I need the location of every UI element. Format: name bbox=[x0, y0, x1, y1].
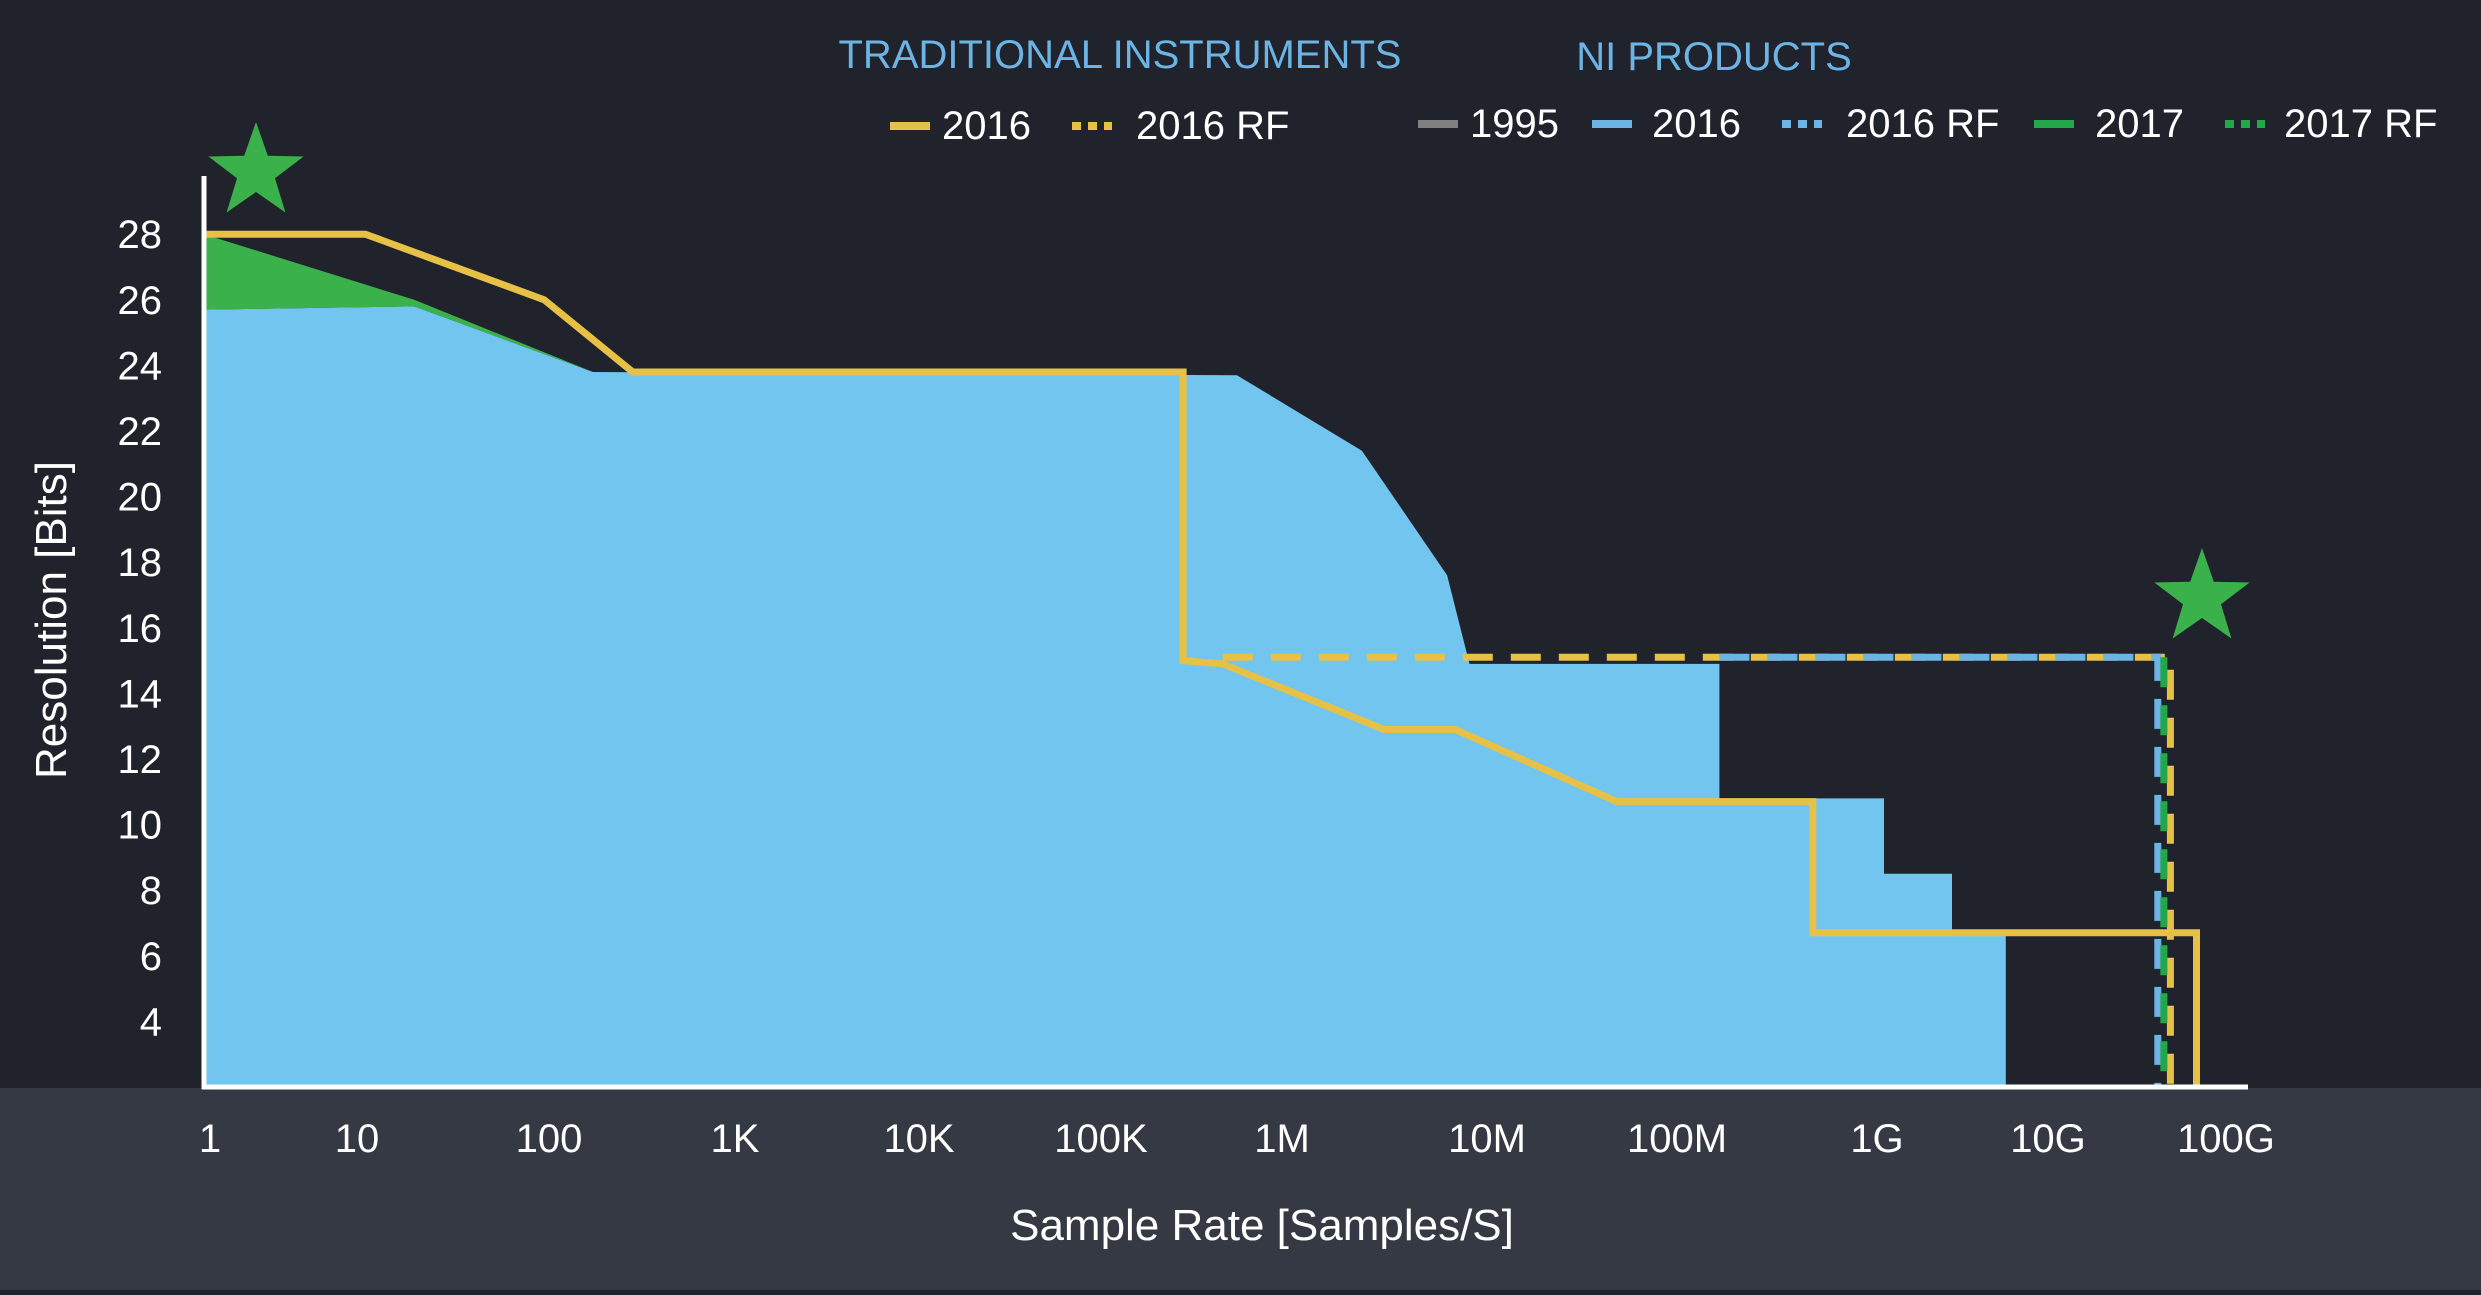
x-tick-label: 10 bbox=[335, 1117, 380, 1161]
y-tick-label: 4 bbox=[140, 1000, 162, 1044]
axes-group bbox=[201, 176, 2248, 1090]
x-tick-label: 10M bbox=[1448, 1117, 1526, 1161]
y-tick-label: 28 bbox=[118, 213, 163, 257]
legend-label-traditional-2016: 2016 bbox=[942, 104, 1031, 148]
x-tick-label: 1G bbox=[1850, 1117, 1903, 1161]
y-tick-label: 6 bbox=[140, 935, 162, 979]
x-tick-label: 1 bbox=[199, 1117, 221, 1161]
series-ni-2017-area bbox=[204, 234, 593, 372]
legend-label-ni-2017-rf: 2017 RF bbox=[2284, 102, 2437, 146]
legend-label-ni-2016-rf: 2016 RF bbox=[1846, 102, 1999, 146]
y-tick-label: 10 bbox=[118, 804, 163, 848]
tick-labels-group: 1 10 100 1K 10K 100K 1M 10M 100M 1G 10G 100G 4 6 8 10 12… bbox=[118, 213, 2275, 1161]
legend-label-ni-2016: 2016 bbox=[1652, 102, 1741, 146]
series-trad-2016-line bbox=[204, 230, 2200, 1087]
area-series-group bbox=[204, 234, 2006, 1087]
x-tick-label: 100M bbox=[1627, 1117, 1727, 1161]
line-series-group bbox=[204, 230, 2200, 1087]
star-icon-high-rate bbox=[2154, 548, 2250, 639]
x-axis-band bbox=[0, 1088, 2481, 1290]
legend-label-ni-2017: 2017 bbox=[2095, 102, 2184, 146]
legend-heading-ni: NI PRODUCTS bbox=[1576, 35, 1852, 79]
x-tick-label: 100 bbox=[516, 1117, 583, 1161]
star-annotations-group bbox=[208, 122, 2250, 639]
x-tick-label: 100K bbox=[1054, 1117, 1148, 1161]
x-tick-label: 10G bbox=[2010, 1117, 2086, 1161]
y-tick-label: 8 bbox=[140, 869, 162, 913]
y-tick-label: 26 bbox=[118, 279, 163, 323]
y-tick-label: 16 bbox=[118, 607, 163, 651]
series-ni-2016-area bbox=[204, 306, 2006, 1087]
series-ni-2016-rf-line bbox=[1719, 653, 2162, 1087]
legend-label-ni-1995: 1995 bbox=[1470, 102, 1559, 146]
y-tick-label: 22 bbox=[118, 410, 163, 454]
x-tick-label: 1K bbox=[711, 1117, 760, 1161]
series-trad-2016-rf-line bbox=[1222, 653, 2174, 1087]
y-axis-label: Resolution [Bits] bbox=[27, 461, 76, 779]
x-tick-label: 10K bbox=[883, 1117, 954, 1161]
star-icon-low-rate bbox=[208, 122, 304, 213]
y-tick-label: 20 bbox=[118, 476, 163, 520]
legend-label-traditional-2016-rf: 2016 RF bbox=[1136, 104, 1289, 148]
x-tick-label: 1M bbox=[1254, 1117, 1310, 1161]
legend: 2016 2016 RF 1995 2016 2016 RF 2017 2017 RF bbox=[890, 102, 2437, 148]
x-axis-label: Sample Rate [Samples/S] bbox=[1010, 1201, 1514, 1250]
y-tick-label: 24 bbox=[118, 344, 163, 388]
y-tick-label: 14 bbox=[118, 672, 163, 716]
x-tick-label: 100G bbox=[2177, 1117, 2275, 1161]
y-tick-label: 18 bbox=[118, 541, 163, 585]
y-tick-label: 12 bbox=[118, 738, 163, 782]
legend-heading-traditional: TRADITIONAL INSTRUMENTS bbox=[839, 33, 1402, 77]
